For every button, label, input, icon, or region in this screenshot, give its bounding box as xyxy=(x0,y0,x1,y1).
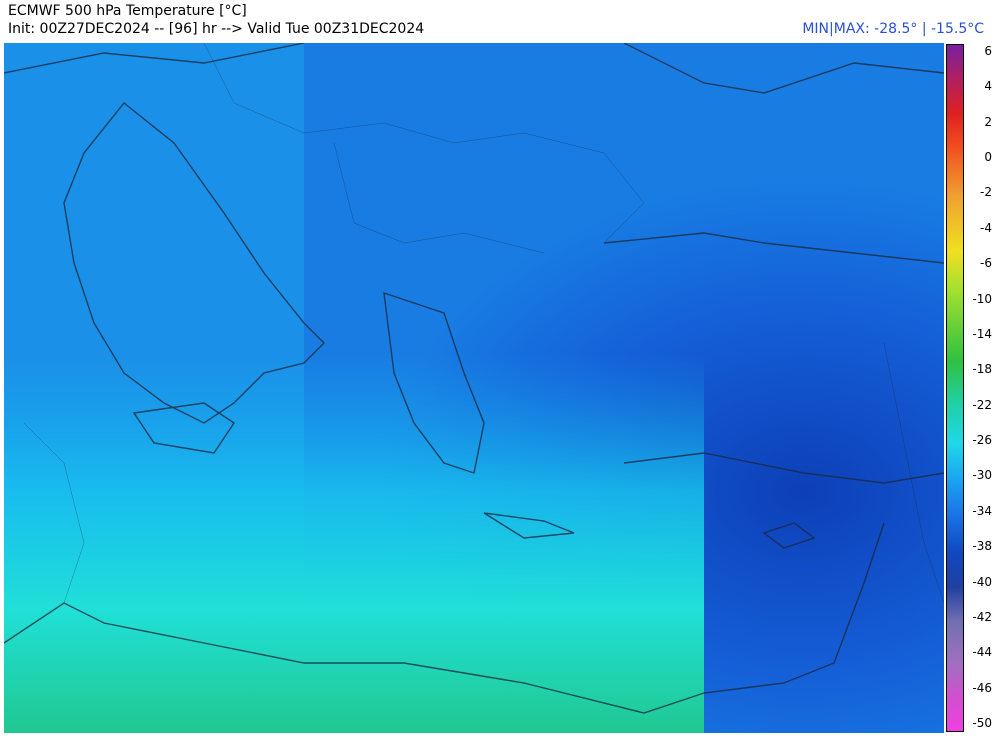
colorbar-label: -4 xyxy=(980,220,992,235)
colorbar-label: -38 xyxy=(972,539,992,554)
map-subtitle: Init: 00Z27DEC2024 -- [96] hr --> Valid … xyxy=(8,21,425,37)
min-max: MIN|MAX: -28.5° | -15.5°C xyxy=(802,21,984,37)
colorbar-label: -18 xyxy=(972,362,992,377)
colorbar-label: -40 xyxy=(972,574,992,589)
colorbar-label: -34 xyxy=(972,503,992,518)
colorbar-label: -26 xyxy=(972,433,992,448)
colorbar-label: -42 xyxy=(972,609,992,624)
colorbar-label: 4 xyxy=(984,79,992,94)
colorbar-label: -30 xyxy=(972,468,992,483)
colorbar-label: -14 xyxy=(972,326,992,341)
colorbar-label: 0 xyxy=(984,150,992,165)
map-title: ECMWF 500 hPa Temperature [°C] xyxy=(8,3,247,19)
colorbar-label: -10 xyxy=(972,291,992,306)
colorbar-label: -6 xyxy=(980,256,992,271)
colorbar-label: -44 xyxy=(972,645,992,660)
colorbar-label: -46 xyxy=(972,680,992,695)
colorbar-label: 2 xyxy=(984,114,992,129)
colorbar-label: -22 xyxy=(972,397,992,412)
colorbar-label: -2 xyxy=(980,185,992,200)
colorbar-label: -50 xyxy=(972,716,992,730)
colorbar xyxy=(946,44,964,732)
colorbar-label: 6 xyxy=(984,44,992,58)
map xyxy=(4,43,944,733)
